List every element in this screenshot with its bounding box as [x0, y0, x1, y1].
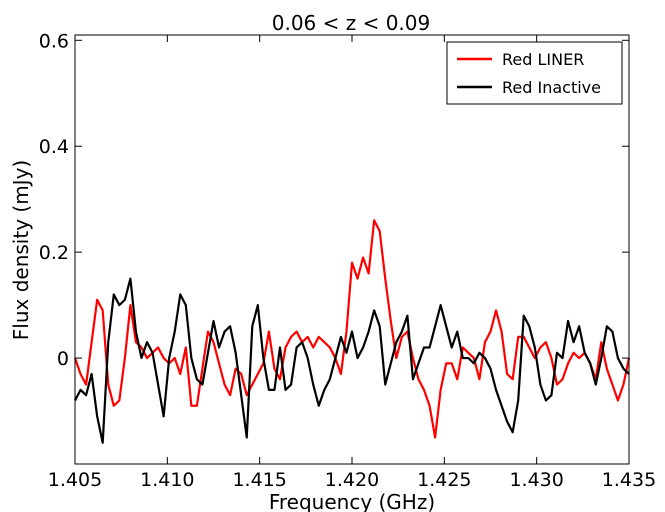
x-tick-label: 1.430: [509, 469, 563, 491]
x-tick-label: 1.405: [48, 469, 102, 491]
x-tick-label: 1.420: [325, 469, 379, 491]
x-tick-label: 1.410: [140, 469, 194, 491]
legend-label-red-liner: Red LINER: [502, 50, 584, 69]
x-tick-label: 1.425: [417, 469, 471, 491]
y-tick-label: 0.4: [39, 136, 69, 158]
legend-box: [446, 41, 623, 105]
plot-area: [75, 35, 629, 464]
x-axis-title: Frequency (GHz): [269, 490, 435, 512]
x-tick-label: 1.435: [602, 469, 656, 491]
legend-label-red-inactive: Red Inactive: [502, 78, 601, 97]
chart-title: 0.06 < z < 0.09: [272, 11, 431, 35]
y-axis-title: Flux density (mJy): [9, 160, 33, 340]
axis-ticks: 1.405 1.410 1.415 1.420 1.425 1.430 1.435 0 0.2 0…: [39, 30, 656, 491]
chart-marks: [73, 219, 631, 444]
y-tick-label: 0: [57, 348, 69, 370]
plot-frame: [74, 34, 630, 465]
series-line-red-inactive: [74, 277, 630, 444]
y-tick-label: 0.6: [39, 30, 69, 52]
legend: Red LINER Red Inactive: [446, 41, 623, 105]
x-tick-label: 1.415: [232, 469, 286, 491]
y-tick-label: 0.2: [39, 242, 69, 264]
